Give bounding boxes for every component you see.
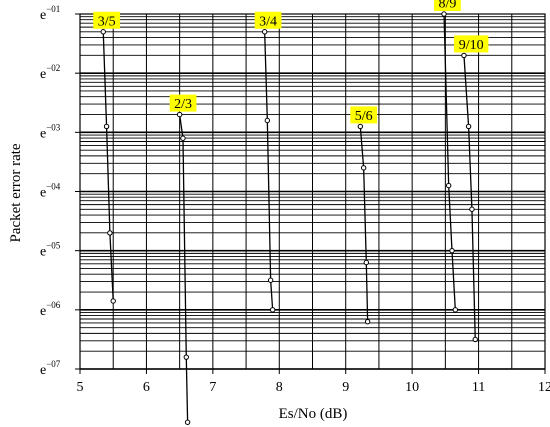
data-point: [269, 307, 276, 313]
curve-label-box: [169, 94, 197, 112]
y-tick-label: e−01: [40, 4, 60, 23]
data-point: [469, 206, 475, 212]
data-point: [452, 307, 459, 313]
data-point: [261, 29, 268, 35]
y-tick-label: e−04: [40, 182, 61, 201]
data-point: [107, 230, 113, 236]
series-line-3-4: [264, 31, 274, 310]
x-tick-label: 8: [276, 380, 283, 395]
x-tick-label: 6: [143, 380, 150, 395]
y-tick-label: e−02: [40, 63, 60, 82]
data-point: [363, 259, 370, 266]
data-point: [100, 29, 106, 35]
data-point: [110, 298, 116, 304]
curve-labels: 3/5 2/3 3/4 5/6 8/9 9/10: [93, 0, 489, 124]
series: [100, 11, 478, 425]
series-line-2-3: [178, 114, 189, 423]
data-point: [180, 135, 186, 141]
curve-label-box: [254, 11, 282, 29]
curve-label-box: [453, 35, 489, 53]
data-point: [364, 318, 371, 325]
y-tick-label: e−07: [40, 359, 61, 378]
x-axis-label: Es/No (dB): [279, 406, 348, 422]
curve-label: 5/6: [355, 109, 373, 124]
curve-label-box: [93, 11, 121, 29]
data-point: [264, 117, 271, 124]
data-point: [176, 111, 183, 118]
data-point: [465, 123, 472, 130]
curve-label: 2/3: [174, 97, 192, 112]
curve-label: 3/5: [98, 14, 116, 29]
x-tick-label: 11: [472, 380, 485, 395]
x-tick-label: 7: [209, 380, 216, 395]
x-tick-label: 5: [77, 380, 84, 395]
curve-label: 3/4: [259, 14, 277, 29]
data-point: [445, 182, 452, 189]
data-point: [267, 277, 274, 283]
curve-label: 8/9: [438, 0, 456, 12]
data-point: [357, 123, 364, 130]
data-point: [449, 247, 455, 254]
data-point: [441, 11, 447, 17]
series-line-9-10: [463, 55, 476, 340]
y-ticks: e−01 e−02 e−03 e−04 e−05 e−06 e−07: [40, 4, 80, 378]
curve-label-box: [434, 0, 461, 11]
y-tick-label: e−06: [40, 300, 61, 319]
x-tick-label: 9: [342, 380, 349, 395]
y-axis-label: Packet error rate: [8, 143, 24, 242]
series-line-5-6: [359, 126, 369, 322]
curve-label-box: [350, 106, 378, 124]
curve-label: 9/10: [459, 38, 484, 53]
data-point: [472, 336, 478, 343]
data-point: [103, 123, 110, 130]
x-ticks: 5 6 7 8 9 10 11 12: [77, 369, 550, 395]
data-point: [461, 52, 467, 59]
data-point: [183, 354, 189, 360]
series-line-3-5: [102, 31, 114, 301]
x-tick-label: 10: [405, 380, 419, 395]
data-point: [184, 419, 191, 425]
y-tick-label: e−03: [40, 122, 61, 141]
series-line-8-9: [443, 13, 456, 310]
y-tick-label: e−05: [40, 241, 61, 260]
data-point: [360, 165, 367, 171]
x-tick-label: 12: [538, 380, 550, 395]
